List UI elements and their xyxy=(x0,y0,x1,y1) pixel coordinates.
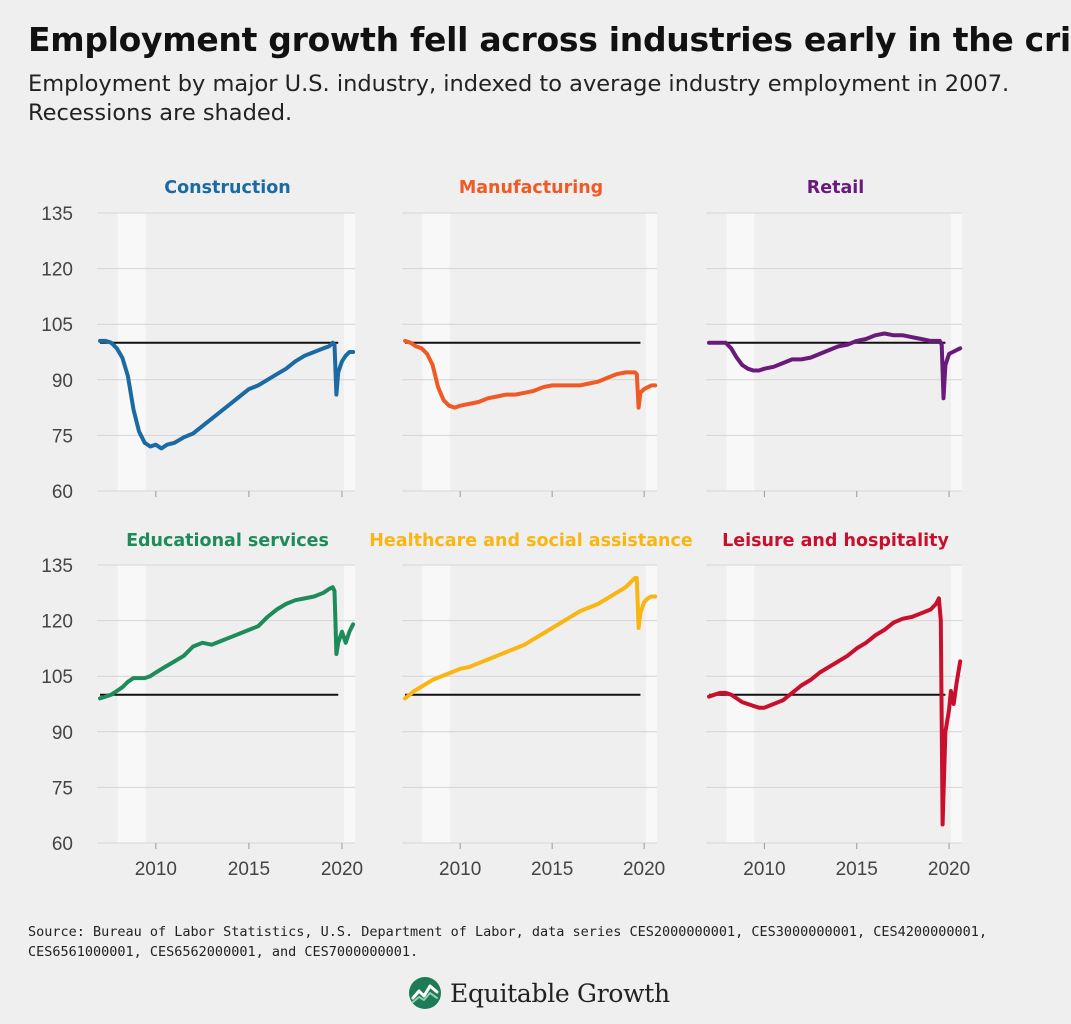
panel-title: Construction xyxy=(164,178,290,198)
panel-educational-services: 135 120 105 90 75 60 2010 2015 2020 Educational s… xyxy=(41,531,363,880)
recession-band xyxy=(645,565,657,843)
series-line xyxy=(707,596,963,827)
y-tick-label: 90 xyxy=(52,371,73,392)
y-tick-label: 135 xyxy=(41,204,73,225)
x-tick-label: 2015 xyxy=(228,859,270,880)
chart-title: Employment growth fell across industries… xyxy=(28,20,1071,59)
panel-retail: Retail xyxy=(706,178,963,497)
y-tick-label: 120 xyxy=(41,260,73,281)
series-line xyxy=(98,338,356,451)
series-line xyxy=(403,576,658,701)
small-multiples-chart: 135 120 105 90 75 60 Construction Manufacturing… xyxy=(41,178,970,880)
recession-band xyxy=(950,565,962,843)
logo-text: Equitable Growth xyxy=(450,978,670,1008)
y-tick-label: 75 xyxy=(52,426,73,447)
panel-title: Healthcare and social assistance xyxy=(369,531,693,551)
panel-title: Educational services xyxy=(126,531,329,551)
y-tick-label: 120 xyxy=(41,612,73,633)
x-tick-label: 2020 xyxy=(928,859,970,880)
x-tick-label: 2010 xyxy=(135,859,177,880)
series-line xyxy=(707,331,963,401)
panel-title: Manufacturing xyxy=(459,178,603,198)
logo-mark-icon xyxy=(409,977,441,1009)
y-tick-label: 60 xyxy=(52,834,73,855)
panel-title: Leisure and hospitality xyxy=(722,531,949,551)
x-tick-label: 2020 xyxy=(321,859,363,880)
x-tick-label: 2015 xyxy=(836,859,878,880)
equitable-growth-logo: Equitable Growth xyxy=(408,976,670,1010)
y-tick-label: 75 xyxy=(52,778,73,799)
recession-band xyxy=(645,213,657,491)
y-tick-label: 105 xyxy=(41,315,73,336)
x-tick-label: 2010 xyxy=(439,859,481,880)
x-tick-label: 2010 xyxy=(743,859,785,880)
y-tick-label: 90 xyxy=(52,723,73,744)
y-tick-label: 135 xyxy=(41,556,73,577)
panel-construction: 135 120 105 90 75 60 Construction xyxy=(41,178,356,503)
panel-healthcare-and-social-assistance: 2010 2015 2020 Healthcare and social assist… xyxy=(369,531,693,880)
recession-band xyxy=(726,213,755,491)
x-tick-label: 2015 xyxy=(531,859,573,880)
chart-subtitle: Employment by major U.S. industry, index… xyxy=(28,71,1010,126)
panel-title: Retail xyxy=(807,178,865,198)
recession-band xyxy=(422,565,451,843)
series-line xyxy=(98,585,356,701)
series-line xyxy=(403,338,658,410)
y-tick-label: 60 xyxy=(52,482,73,503)
panel-manufacturing: Manufacturing xyxy=(402,178,658,497)
recession-band xyxy=(343,565,355,843)
x-tick-label: 2020 xyxy=(623,859,665,880)
recession-band xyxy=(117,565,146,843)
recession-band xyxy=(117,213,146,491)
y-tick-label: 105 xyxy=(41,667,73,688)
panel-leisure-and-hospitality: 2010 2015 2020 Leisure and hospitality xyxy=(706,531,970,880)
source-note: Source: Bureau of Labor Statistics, U.S.… xyxy=(28,924,988,960)
